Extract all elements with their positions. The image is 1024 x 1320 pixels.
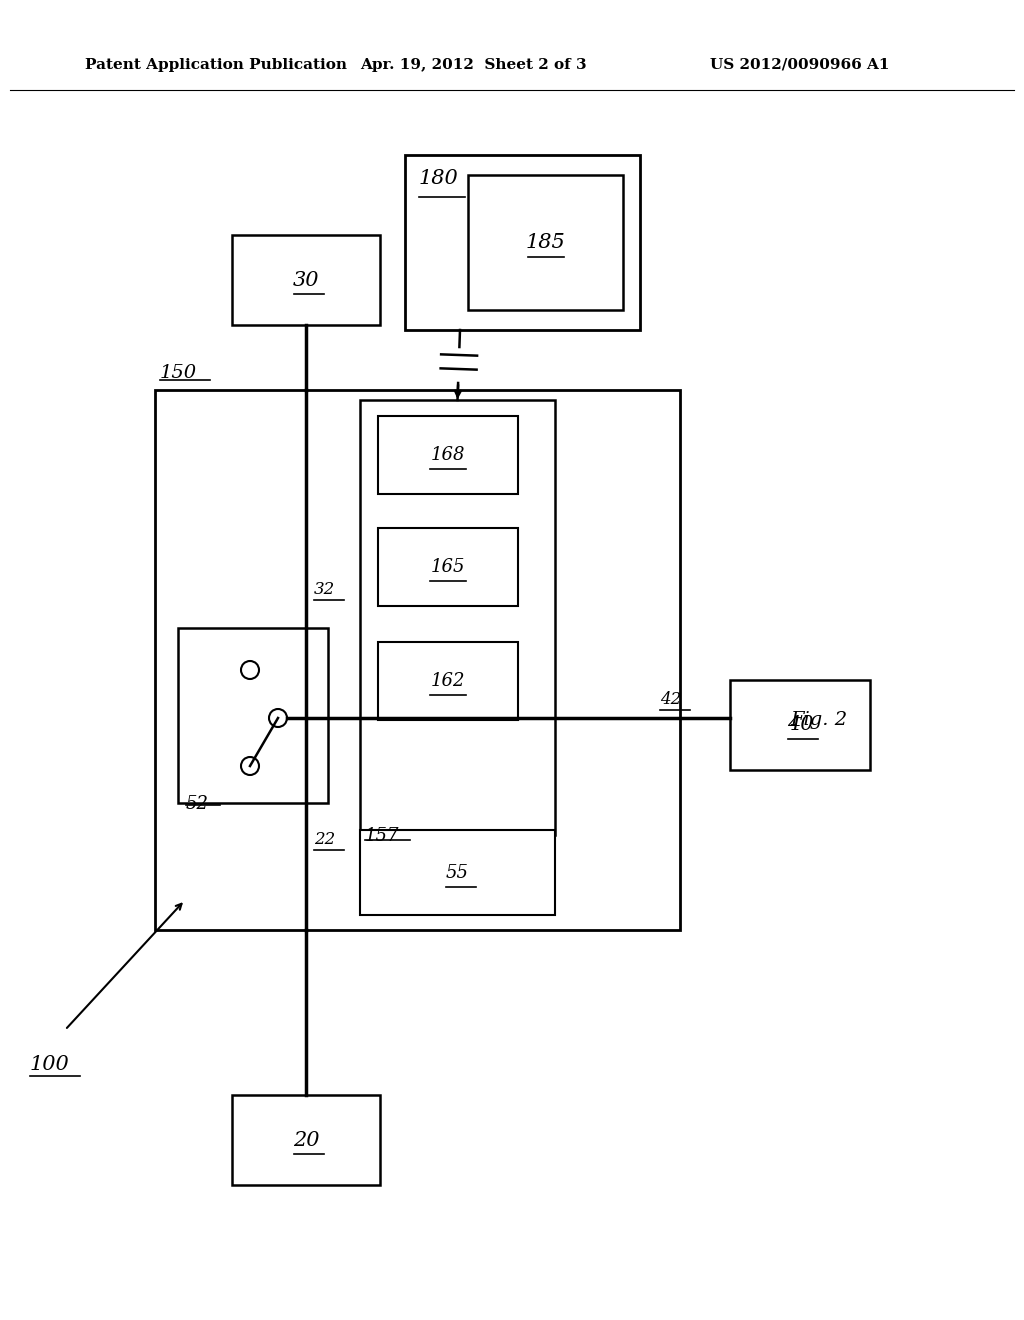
Text: 55: 55 xyxy=(446,863,469,882)
Bar xyxy=(155,389,680,931)
Text: US 2012/0090966 A1: US 2012/0090966 A1 xyxy=(710,58,890,73)
Text: 52: 52 xyxy=(186,795,209,813)
Text: 185: 185 xyxy=(525,234,565,252)
Text: 22: 22 xyxy=(314,832,335,849)
Text: 165: 165 xyxy=(431,558,465,576)
Text: 180: 180 xyxy=(419,169,459,187)
Bar xyxy=(360,400,555,836)
Bar xyxy=(378,528,518,606)
Text: Patent Application Publication: Patent Application Publication xyxy=(85,58,347,73)
Text: Apr. 19, 2012  Sheet 2 of 3: Apr. 19, 2012 Sheet 2 of 3 xyxy=(360,58,587,73)
Text: 168: 168 xyxy=(431,446,465,465)
Text: 20: 20 xyxy=(293,1130,319,1150)
Bar xyxy=(468,176,623,310)
Text: 157: 157 xyxy=(365,828,399,845)
Text: 32: 32 xyxy=(314,582,335,598)
Bar xyxy=(406,154,640,330)
Text: 162: 162 xyxy=(431,672,465,690)
Text: 150: 150 xyxy=(160,364,198,381)
Bar xyxy=(232,235,380,325)
Text: Fig. 2: Fig. 2 xyxy=(790,711,847,729)
Bar xyxy=(360,830,555,915)
Text: 40: 40 xyxy=(786,715,813,734)
Text: 100: 100 xyxy=(30,1056,70,1074)
Text: 42: 42 xyxy=(660,692,681,709)
Text: 30: 30 xyxy=(293,271,319,289)
Bar xyxy=(378,642,518,719)
Bar xyxy=(178,628,328,803)
Bar xyxy=(232,1096,380,1185)
Bar xyxy=(730,680,870,770)
Bar xyxy=(378,416,518,494)
